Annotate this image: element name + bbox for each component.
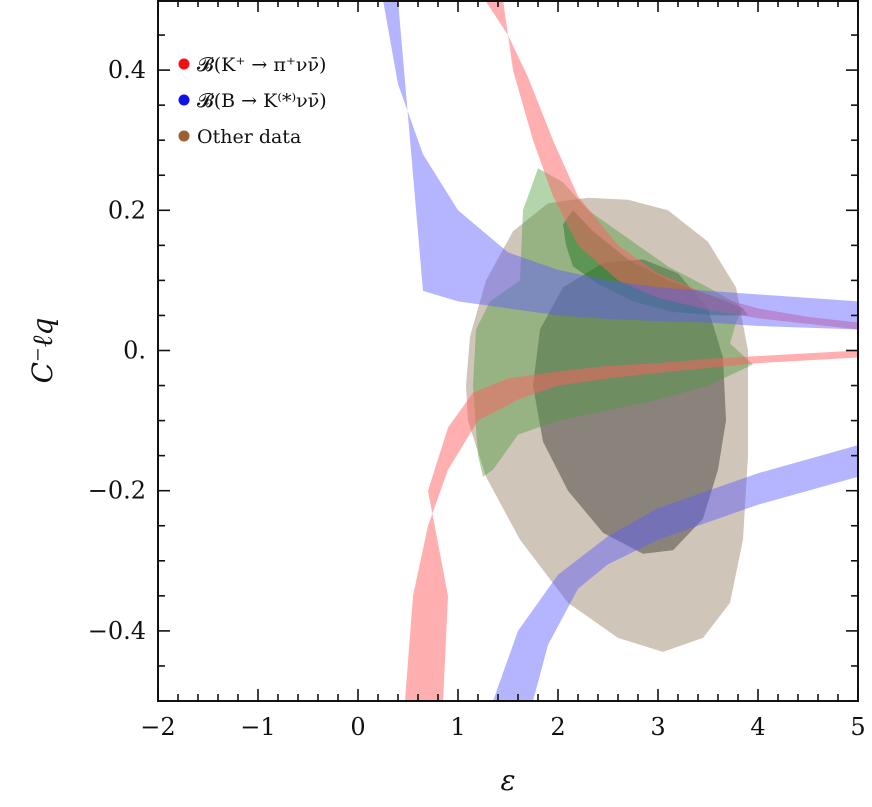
- region-2-0: [473, 168, 753, 477]
- x-tick-label: 2: [550, 713, 565, 741]
- x-tick-label: 5: [850, 713, 865, 741]
- tick-label-layer: −2 −1 0 1 2 3 4 5 0.4 0.2 0. −0.2 −0.4: [88, 56, 866, 741]
- region-7-0: [493, 445, 858, 701]
- region-3-0: [563, 210, 748, 316]
- legend-label: 𝓑(K⁺ → π⁺νν̄): [197, 54, 326, 76]
- legend: 𝓑(K⁺ → π⁺νν̄) 𝓑(B → K⁽*⁾νν̄) Other data: [178, 54, 327, 148]
- y-axis-label: C⁻ℓq: [26, 318, 59, 384]
- x-tick-label: 3: [650, 713, 665, 741]
- legend-marker: [178, 58, 190, 70]
- x-tick-label: 4: [750, 713, 765, 741]
- x-tick-label: −1: [240, 713, 275, 741]
- y-tick-label: 0.2: [108, 196, 146, 224]
- legend-label: Other data: [197, 126, 301, 148]
- y-tick-label: −0.4: [88, 617, 146, 645]
- legend-label: 𝓑(B → K⁽*⁾νν̄): [197, 90, 327, 112]
- x-tick-label: 1: [450, 713, 465, 741]
- y-tick-label: 0.: [123, 337, 146, 365]
- region-layer: [383, 0, 858, 701]
- tick-layer: [157, 0, 859, 702]
- legend-marker: [178, 130, 190, 142]
- region-4-0: [485, 0, 858, 330]
- x-tick-label: 0: [350, 713, 365, 741]
- y-tick-label: −0.2: [88, 477, 146, 505]
- x-axis-label: ε: [500, 764, 515, 797]
- x-tick-label: −2: [140, 713, 175, 741]
- y-tick-label: 0.4: [108, 56, 146, 84]
- region-1-0: [533, 259, 726, 554]
- legend-marker: [178, 94, 190, 106]
